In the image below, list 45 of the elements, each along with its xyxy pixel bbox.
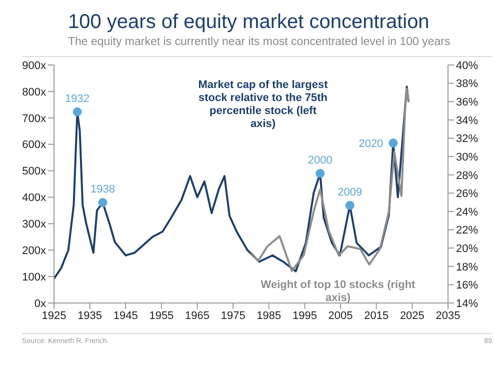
x-tick-label: 1975 (220, 310, 246, 322)
annotation: 1932 (65, 92, 90, 105)
x-tick-label: 1935 (78, 310, 102, 322)
y2-tick-label: 28% (456, 170, 478, 182)
y2-tick-label: 14% (456, 298, 478, 310)
x-tick-label: 1945 (113, 310, 138, 322)
x-tick-label: 2005 (328, 310, 353, 322)
y-tick-label: 800x (22, 86, 46, 98)
annotation: 2009 (338, 186, 362, 198)
y2-tick-label: 40% (456, 60, 478, 72)
y2-tick-label: 32% (456, 133, 478, 146)
x-tick-label: 2015 (364, 310, 389, 322)
y-tick-label: 400x (22, 192, 46, 204)
y-tick-label: 0x (34, 298, 46, 310)
y-tick-label: 500x (22, 166, 46, 178)
x-tick-label: 2025 (400, 310, 424, 322)
annotation: 2000 (308, 154, 332, 166)
series-label: Weight of top 10 stocks (right axis) (260, 279, 416, 305)
text: Market cap of the largest stock relative to the 75th percentile stock (left axis) (197, 79, 329, 131)
y2-tick-label: 18% (456, 261, 478, 274)
x-tick-label: 1965 (185, 310, 210, 322)
y2-tick-label: 34% (456, 114, 478, 127)
y2-tick-label: 22% (456, 224, 478, 237)
y-tick-label: 300x (22, 218, 46, 231)
x-tick-label: 1925 (42, 310, 66, 322)
y2-tick-label: 30% (456, 151, 478, 164)
y-tick-label: 900x (22, 60, 46, 72)
chart-title: 100 years of equity market concentration (68, 10, 430, 34)
x-tick-label: 1955 (149, 310, 174, 322)
y-tick-label: 700x (22, 112, 46, 125)
annotation: 1938 (90, 184, 115, 196)
x-tick-label: 2035 (436, 310, 460, 322)
y2-tick-label: 24% (456, 206, 478, 218)
x-tick-label: 1995 (292, 310, 317, 322)
y2-tick-label: 36% (456, 96, 478, 109)
y2-tick-label: 26% (456, 188, 478, 200)
y2-tick-label: 16% (456, 280, 478, 292)
y-tick-label: 600x (22, 139, 46, 152)
x-tick-label: 1985 (256, 310, 282, 322)
y-tick-label: 200x (22, 245, 46, 258)
y2-tick-label: 38% (456, 78, 478, 90)
y-tick-label: 100x (22, 271, 46, 284)
y2-tick-label: 20% (456, 242, 478, 255)
annotation: 2020 (358, 138, 384, 150)
chart-subtitle: The equity market is currently near its most concentrated level in 100 years (68, 35, 452, 50)
